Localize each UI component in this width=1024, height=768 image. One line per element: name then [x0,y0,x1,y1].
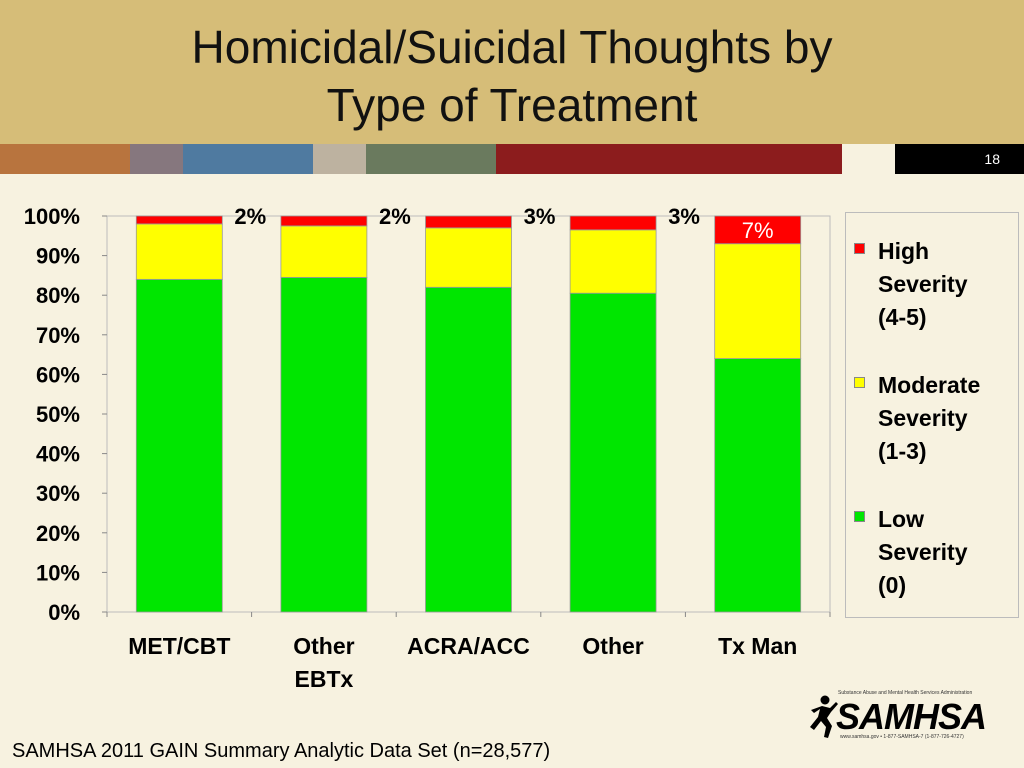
y-tick-label: 70% [36,323,80,348]
legend-label: Low Severity (0) [878,503,1018,602]
bar-segment [569,292,657,613]
x-category-label: MET/CBT [128,633,230,659]
slide-title-line-1: Homicidal/Suicidal Thoughts by [191,21,833,73]
data-label: 3% [668,204,700,229]
legend-swatch [854,511,865,522]
y-tick-label: 80% [36,283,80,308]
bar-segment [280,225,368,278]
legend-label-line: Severity [878,271,968,297]
data-label: 2% [379,204,411,229]
x-category-label: Tx Man [718,633,797,659]
y-tick-label: 40% [36,442,80,467]
x-category-label: EBTx [295,666,354,692]
x-category-label: ACRA/ACC [407,633,530,659]
bar-segment [425,227,512,288]
legend-label-line: High [878,238,930,264]
bar-segment [714,358,802,613]
stripe-segment [313,144,366,174]
data-label: 7% [742,218,774,243]
source-footnote: SAMHSA 2011 GAIN Summary Analytic Data S… [12,740,551,762]
data-label: 3% [524,204,556,229]
logo-contact: www.samhsa.gov • 1-877-SAMHSA-7 (1-877-7… [840,734,964,740]
bar-segment [135,223,223,280]
y-tick-label: 10% [36,560,80,585]
x-category-label: Other [582,633,643,659]
title-banner: Homicidal/Suicidal Thoughts by Type of T… [0,0,1024,144]
y-tick-label: 100% [24,204,80,229]
data-label: 2% [234,204,266,229]
bar-segment [425,215,512,229]
slide-number: 18 [984,151,1000,167]
legend-label-line: (1-3) [878,438,927,464]
bar-segment [569,229,657,294]
bar-segment [425,286,512,613]
bar-segment [280,215,368,227]
stripe-segment [366,144,496,174]
legend-label-line: (4-5) [878,304,927,330]
legend-swatch [854,243,865,254]
bar-segment [280,276,368,613]
bar-segment [714,215,802,245]
stripe-segment [183,144,313,174]
legend-label-line: Low [878,506,924,532]
y-tick-label: 20% [36,521,80,546]
logo-wordmark: SAMHSA [836,696,987,737]
running-figure-icon [810,695,838,738]
legend-label-line: Moderate [878,372,981,398]
slide-title: Homicidal/Suicidal Thoughts by Type of T… [0,18,1024,134]
stripe-segment [0,144,130,174]
slide-title-line-2: Type of Treatment [326,79,698,131]
chart-legend: High Severity (4-5) Moderate Severity (1-3) Lo… [845,212,1019,618]
y-tick-label: 60% [36,362,80,387]
slide-number-box: 18 [895,144,1024,174]
bar-segment [714,243,802,359]
legend-label-line: (0) [878,572,907,598]
stripe-segment [496,144,842,174]
x-category-label: Other [293,633,354,659]
logo-tagline: Substance Abuse and Mental Health Servic… [838,690,973,696]
bar-segment [135,278,223,613]
legend-label: Moderate Severity (1-3) [878,369,1018,468]
y-tick-label: 30% [36,481,80,506]
y-tick-label: 0% [48,600,80,625]
y-tick-label: 90% [36,244,80,269]
bar-segment [135,215,223,225]
legend-label-line: Severity [878,405,968,431]
samhsa-logo: Substance Abuse and Mental Health Servic… [808,690,987,742]
y-tick-label: 50% [36,402,80,427]
legend-label: High Severity (4-5) [878,235,1018,334]
bar-segment [569,215,657,231]
legend-label-line: Severity [878,539,968,565]
legend-swatch [854,377,865,388]
stripe-segment [130,144,183,174]
